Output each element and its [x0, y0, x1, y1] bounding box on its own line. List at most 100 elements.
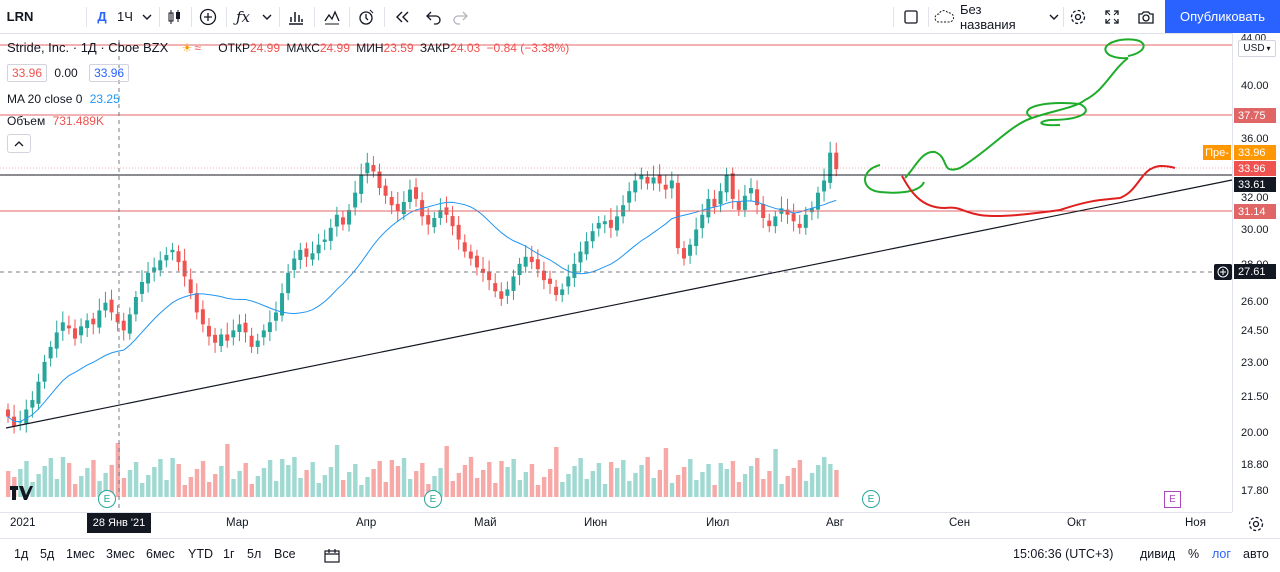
candle-body — [663, 184, 668, 190]
volume-bar — [572, 466, 577, 497]
chevron-down-icon[interactable] — [138, 0, 156, 33]
interval-day-button[interactable]: Д — [97, 9, 107, 24]
square-icon[interactable] — [898, 0, 924, 33]
range-button[interactable]: 5л — [247, 547, 262, 561]
candle-body — [231, 330, 236, 338]
tradingview-logo[interactable] — [8, 483, 34, 505]
dividend-toggle[interactable]: дивид — [1140, 547, 1176, 561]
range-button[interactable]: 6мес — [146, 547, 175, 561]
volume-bar — [42, 466, 47, 497]
currency-selector[interactable]: USD ▾ — [1238, 40, 1276, 57]
volume-bar — [194, 469, 200, 497]
gear-icon[interactable] — [1066, 0, 1090, 33]
chevron-down-icon[interactable] — [258, 0, 276, 33]
volume-bar — [97, 481, 102, 497]
range-button[interactable]: YTD — [188, 547, 213, 561]
fullscreen-icon[interactable] — [1100, 0, 1124, 33]
volume-bar — [219, 466, 224, 497]
compare-icon[interactable] — [320, 0, 344, 33]
layout-menu-button[interactable]: Без названия — [933, 0, 1063, 33]
range-button[interactable]: 5д — [40, 547, 55, 561]
time-axis-label: Май — [474, 517, 497, 529]
bid-button[interactable]: 33.96 — [7, 64, 48, 82]
bar-chart-icon[interactable] — [284, 0, 308, 33]
price-chart[interactable] — [0, 33, 1280, 538]
candle-body — [773, 216, 778, 227]
volume-bar — [225, 444, 230, 497]
alert-icon[interactable] — [354, 0, 378, 33]
ask-button[interactable]: 33.96 — [89, 64, 130, 82]
add-alert-button[interactable] — [1214, 264, 1232, 280]
ma-value: 23.25 — [89, 92, 120, 106]
earnings-marker-icon[interactable]: E — [424, 490, 442, 508]
percent-toggle[interactable]: % — [1188, 547, 1200, 561]
candle-body — [206, 325, 211, 337]
replay-icon[interactable] — [390, 0, 414, 33]
candle-body — [481, 268, 486, 273]
ma-legend: MA 20 close 0 23.25 — [7, 92, 120, 106]
volume-bar — [158, 459, 163, 497]
log-toggle[interactable]: лог — [1212, 547, 1231, 561]
candle-body — [176, 251, 181, 263]
top-toolbar: LRN Д 1Ч ƒx Без названия Опубликовать — [0, 0, 1280, 34]
candle-body — [36, 381, 41, 404]
volume-bar — [249, 484, 254, 497]
volume-bar — [170, 458, 175, 497]
plus-circle-icon[interactable] — [196, 0, 220, 33]
range-button[interactable]: Все — [274, 547, 296, 561]
candle-body — [602, 221, 607, 225]
range-button[interactable]: 1д — [14, 547, 29, 561]
volume-bar — [468, 457, 474, 497]
candle-body — [219, 334, 224, 347]
volume-bar — [103, 473, 108, 497]
volume-bar — [621, 460, 626, 497]
volume-bar — [474, 478, 480, 497]
candle-body — [499, 291, 504, 299]
candle-body — [139, 281, 144, 294]
gear-icon[interactable] — [1247, 515, 1265, 533]
volume-bar — [590, 471, 596, 497]
earnings-marker-icon[interactable]: E — [98, 490, 116, 508]
symbol-label: LRN — [6, 9, 34, 24]
volume-bar — [389, 460, 395, 497]
volume-bar — [310, 462, 315, 497]
candle-body — [146, 272, 151, 284]
range-button[interactable]: 1мес — [66, 547, 95, 561]
calendar-icon[interactable] — [323, 547, 341, 565]
volume-bar — [432, 476, 437, 497]
clock-time[interactable]: 15:06:36 (UTC+3) — [1013, 547, 1114, 561]
future-earnings-marker-icon[interactable]: E — [1164, 491, 1181, 508]
volume-bar — [584, 479, 589, 497]
volume-bar — [438, 468, 443, 497]
volume-bar — [639, 465, 644, 497]
volume-bar — [633, 473, 638, 497]
range-button[interactable]: 1г — [223, 547, 235, 561]
collapse-legend-button[interactable] — [7, 134, 31, 153]
candle-body — [133, 296, 138, 315]
fx-icon[interactable]: ƒx — [235, 7, 250, 26]
range-button[interactable]: 3мес — [106, 547, 135, 561]
volume-bar — [18, 469, 23, 497]
candle-body — [560, 289, 565, 296]
earnings-marker-icon[interactable]: E — [862, 490, 880, 508]
symbol-search-button[interactable]: LRN — [0, 0, 40, 33]
time-axis[interactable] — [0, 512, 1232, 539]
volume-bar — [761, 479, 766, 497]
volume-bar — [322, 475, 328, 497]
undo-icon[interactable] — [422, 0, 446, 33]
market-status-icon: ☀ — [181, 41, 193, 55]
volume-bar — [6, 471, 11, 497]
volume-bar — [115, 443, 121, 497]
publish-button[interactable]: Опубликовать — [1165, 0, 1280, 33]
candle-body — [767, 220, 772, 227]
volume-bar — [797, 460, 803, 497]
plus-circle-icon — [1217, 266, 1229, 278]
volume-bar — [809, 473, 815, 497]
candle-body — [103, 302, 108, 311]
auto-toggle[interactable]: авто — [1243, 547, 1269, 561]
interval-button[interactable]: 1Ч — [117, 9, 133, 24]
camera-icon[interactable] — [1134, 0, 1158, 33]
candles-icon[interactable] — [163, 0, 185, 33]
candle-body — [627, 191, 632, 203]
price-tag-resistance: 37.75 — [1234, 108, 1276, 123]
